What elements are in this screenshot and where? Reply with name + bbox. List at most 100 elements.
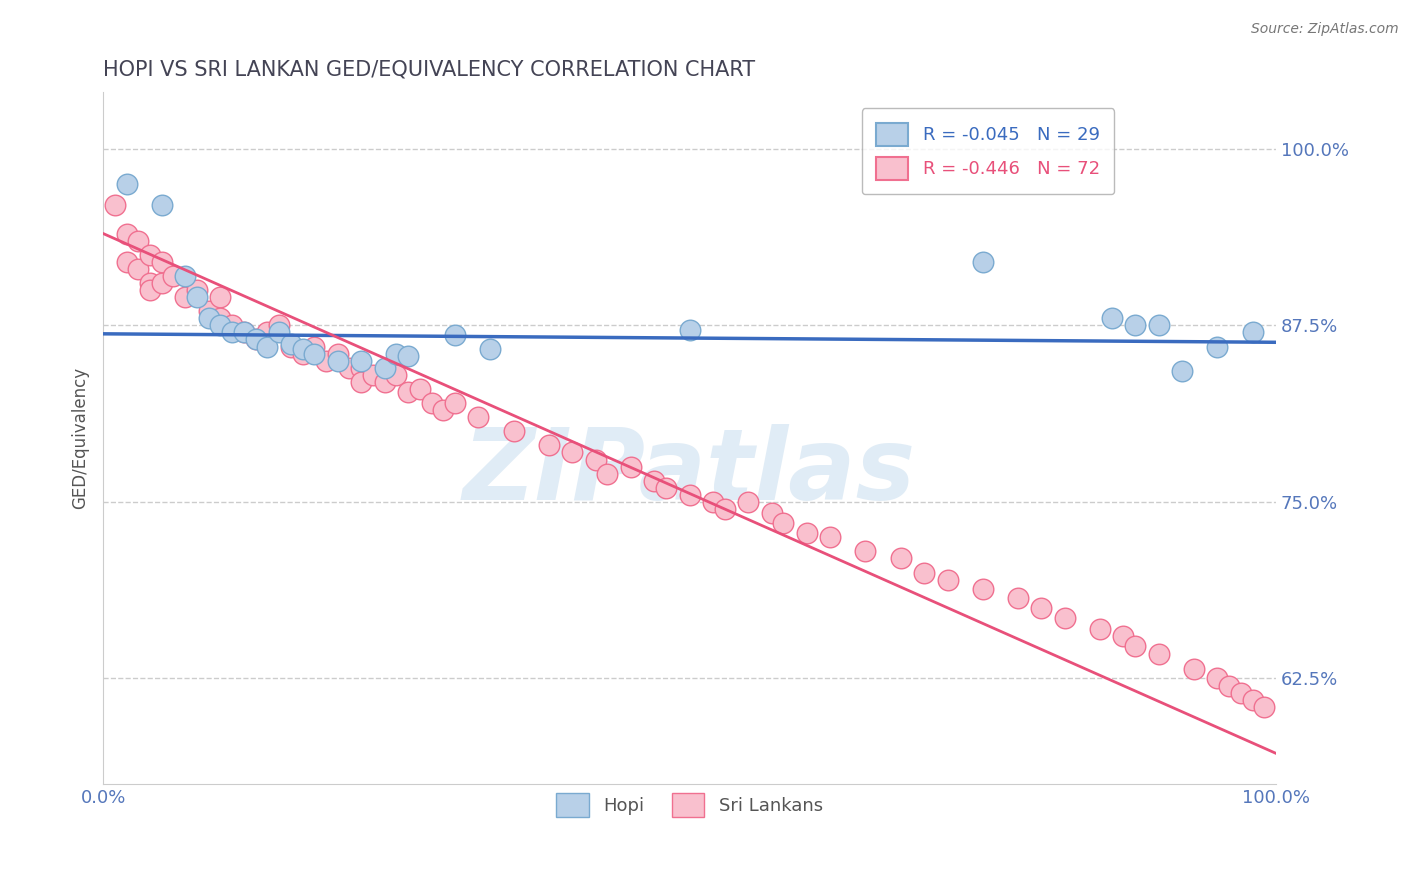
Point [115, 254, 138, 268]
Point [104, 198, 127, 212]
Point [302, 346, 325, 360]
Point [209, 311, 232, 326]
Point [127, 234, 149, 248]
Point [350, 375, 373, 389]
Point [1112, 629, 1135, 643]
Point [1253, 699, 1275, 714]
Point [855, 544, 877, 558]
Point [420, 396, 443, 410]
Point [374, 375, 396, 389]
Point [339, 360, 361, 375]
Point [361, 368, 384, 382]
Point [350, 360, 373, 375]
Point [479, 343, 502, 357]
Point [620, 459, 643, 474]
Point [385, 346, 408, 360]
Point [537, 438, 560, 452]
Point [326, 353, 349, 368]
Point [350, 353, 373, 368]
Point [232, 326, 254, 340]
Point [972, 582, 994, 597]
Point [972, 254, 994, 268]
Point [1147, 318, 1170, 333]
Point [245, 333, 267, 347]
Point [585, 452, 607, 467]
Point [1229, 685, 1251, 699]
Point [467, 410, 489, 425]
Point [1241, 692, 1264, 706]
Point [209, 318, 232, 333]
Point [396, 384, 419, 399]
Point [150, 276, 173, 290]
Point [221, 318, 243, 333]
Point [772, 516, 794, 530]
Point [655, 481, 678, 495]
Text: HOPI VS SRI LANKAN GED/EQUIVALENCY CORRELATION CHART: HOPI VS SRI LANKAN GED/EQUIVALENCY CORRE… [103, 60, 755, 79]
Point [127, 261, 149, 276]
Point [432, 403, 454, 417]
Point [678, 322, 700, 336]
Point [315, 353, 337, 368]
Point [444, 396, 467, 410]
Point [1241, 326, 1264, 340]
Point [444, 328, 467, 343]
Point [1171, 363, 1194, 377]
Point [197, 304, 219, 318]
Point [197, 311, 219, 326]
Point [502, 425, 524, 439]
Point [796, 526, 818, 541]
Point [761, 506, 783, 520]
Point [291, 346, 314, 360]
Point [245, 333, 267, 347]
Point [150, 254, 173, 268]
Point [890, 551, 912, 566]
Point [326, 346, 349, 360]
Point [267, 326, 290, 340]
Point [1147, 648, 1170, 662]
Point [820, 530, 842, 544]
Point [291, 343, 314, 357]
Point [280, 336, 302, 351]
Point [1218, 679, 1240, 693]
Point [385, 368, 408, 382]
Point [936, 573, 959, 587]
Point [1206, 672, 1229, 686]
Point [1123, 318, 1146, 333]
Text: Source: ZipAtlas.com: Source: ZipAtlas.com [1251, 22, 1399, 37]
Point [374, 360, 396, 375]
Point [1182, 662, 1205, 676]
Point [139, 283, 162, 297]
Point [280, 339, 302, 353]
Point [737, 495, 759, 509]
Point [1088, 622, 1111, 636]
Point [678, 488, 700, 502]
Point [174, 268, 197, 283]
Point [115, 177, 138, 191]
Point [1123, 639, 1146, 653]
Point [162, 268, 184, 283]
Point [596, 467, 619, 481]
Point [209, 290, 232, 304]
Point [256, 326, 278, 340]
Point [1053, 611, 1076, 625]
Point [174, 290, 197, 304]
Point [1101, 311, 1123, 326]
Point [1031, 600, 1053, 615]
Point [702, 495, 724, 509]
Point [232, 326, 254, 340]
Point [643, 474, 665, 488]
Point [221, 326, 243, 340]
Point [186, 283, 208, 297]
Point [115, 227, 138, 241]
Point [1206, 339, 1229, 353]
Text: ZIPatlas: ZIPatlas [463, 425, 917, 522]
Point [561, 445, 583, 459]
Point [713, 502, 735, 516]
Point [139, 276, 162, 290]
Point [396, 350, 419, 364]
Point [302, 339, 325, 353]
Point [912, 566, 935, 580]
Y-axis label: GED/Equivalency: GED/Equivalency [72, 368, 89, 509]
Point [409, 382, 432, 396]
Legend: Hopi, Sri Lankans: Hopi, Sri Lankans [550, 786, 830, 824]
